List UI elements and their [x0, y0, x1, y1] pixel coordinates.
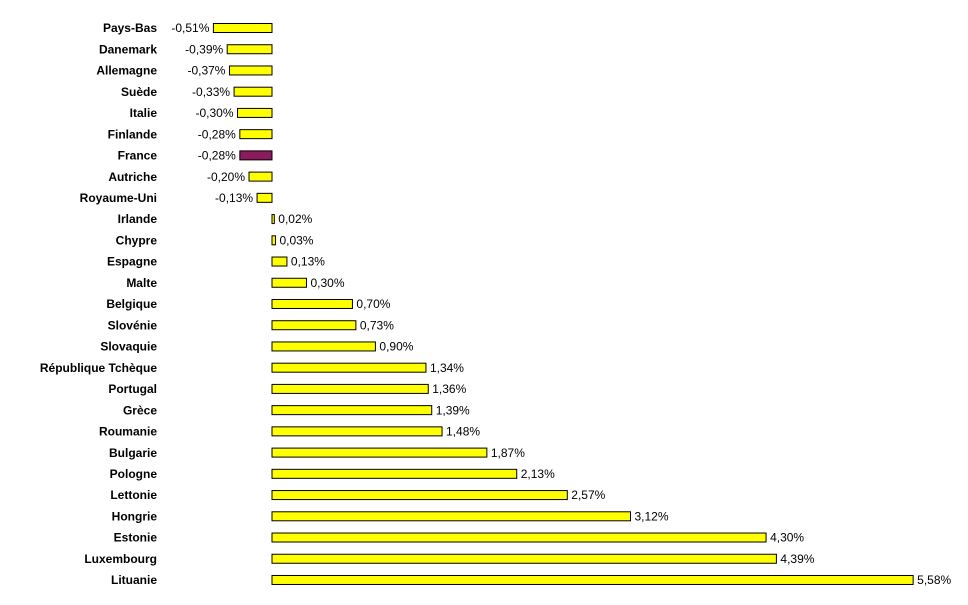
bar — [256, 192, 273, 203]
category-label: Portugal — [108, 382, 157, 396]
value-label: 2,57% — [571, 488, 605, 502]
bar — [212, 23, 273, 33]
value-label: 1,39% — [436, 403, 470, 417]
value-label: -0,28% — [198, 127, 236, 141]
bar — [233, 86, 273, 97]
bar — [271, 447, 488, 458]
bar — [271, 214, 275, 225]
bar — [226, 44, 273, 55]
bar — [239, 150, 273, 161]
value-label: -0,28% — [198, 149, 236, 163]
value-label: 2,13% — [521, 467, 555, 481]
value-label: 1,34% — [430, 361, 464, 375]
bar — [271, 341, 376, 352]
value-label: 1,48% — [446, 425, 480, 439]
bar — [228, 65, 273, 76]
category-label: France — [118, 149, 158, 163]
category-label: Bulgarie — [109, 446, 157, 460]
bar — [239, 129, 273, 140]
bar — [271, 532, 767, 543]
value-label: 4,39% — [780, 552, 814, 566]
bar — [271, 235, 276, 246]
value-label: -0,33% — [192, 85, 230, 99]
value-label: 5,58% — [917, 573, 951, 587]
value-label: 3,12% — [634, 509, 668, 523]
category-label: Lettonie — [110, 488, 157, 502]
bar — [271, 511, 631, 522]
bar — [271, 298, 353, 309]
value-label: 1,87% — [491, 446, 525, 460]
category-label: Autriche — [108, 170, 157, 184]
bar — [271, 277, 307, 288]
value-label: 0,03% — [279, 233, 313, 247]
category-label: Royaume-Uni — [80, 191, 157, 205]
value-label: 1,36% — [432, 382, 466, 396]
category-label: Grèce — [123, 403, 157, 417]
bar — [271, 362, 427, 373]
value-label: -0,37% — [187, 64, 225, 78]
value-label: 0,73% — [360, 318, 394, 332]
category-label: Malte — [126, 276, 157, 290]
bar — [271, 320, 357, 331]
bar — [271, 256, 288, 267]
category-label: Slovénie — [108, 318, 158, 332]
category-label: Hongrie — [112, 509, 158, 523]
category-label: Chypre — [116, 233, 158, 247]
value-label: 0,02% — [278, 212, 312, 226]
category-label: Espagne — [107, 255, 157, 269]
value-label: 0,90% — [379, 340, 413, 354]
value-label: -0,13% — [215, 191, 253, 205]
value-label: 4,30% — [770, 531, 804, 545]
value-label: 0,30% — [310, 276, 344, 290]
category-label: Danemark — [99, 42, 157, 56]
category-label: Irlande — [118, 212, 158, 226]
bar — [248, 171, 273, 182]
category-label: Italie — [130, 106, 158, 120]
category-label: Lituanie — [111, 573, 157, 587]
value-label: -0,39% — [185, 42, 223, 56]
value-label: -0,51% — [171, 21, 209, 35]
bar — [271, 405, 433, 416]
category-label: Roumanie — [99, 425, 157, 439]
value-label: 0,13% — [291, 255, 325, 269]
bar — [271, 490, 568, 501]
category-label: Estonie — [114, 531, 158, 545]
category-label: Suède — [121, 85, 157, 99]
bar — [271, 553, 777, 564]
bar — [271, 574, 914, 585]
value-label: 0,70% — [356, 297, 390, 311]
bar — [271, 426, 443, 437]
category-label: Pologne — [110, 467, 158, 481]
category-label: Slovaquie — [100, 340, 157, 354]
bar — [271, 383, 429, 394]
category-label: Belgique — [106, 297, 157, 311]
category-label: Luxembourg — [84, 552, 157, 566]
category-label: Finlande — [108, 127, 158, 141]
value-label: -0,20% — [207, 170, 245, 184]
bar — [271, 468, 518, 479]
bar — [237, 107, 273, 118]
value-label: -0,30% — [195, 106, 233, 120]
category-label: Allemagne — [96, 64, 157, 78]
category-label: Pays-Bas — [103, 21, 157, 35]
category-label: République Tchèque — [40, 361, 157, 375]
